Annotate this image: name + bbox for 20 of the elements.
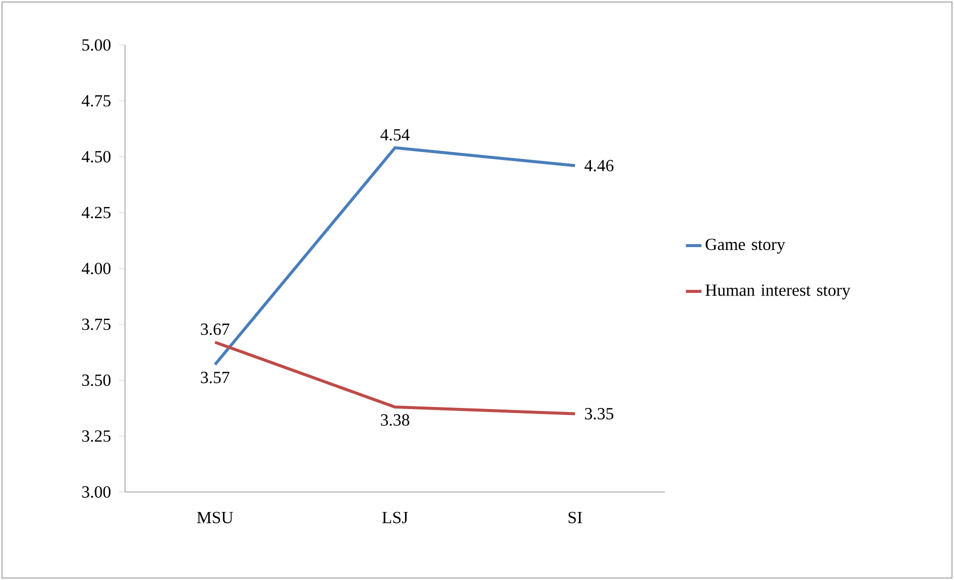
legend-label: Game story <box>706 238 786 254</box>
x-tick-label: SI <box>568 512 582 524</box>
data-label: 3.35 <box>585 408 614 420</box>
data-label: 3.57 <box>200 372 230 384</box>
y-tick-label: 4.75 <box>82 95 110 107</box>
data-label: 3.67 <box>200 324 230 336</box>
y-tick-label: 4.00 <box>82 262 111 274</box>
x-tick-label: LSJ <box>382 512 408 524</box>
y-tick-label: 3.75 <box>82 318 110 330</box>
y-tick-label: 4.50 <box>82 150 111 162</box>
x-tick-label: MSU <box>197 512 234 524</box>
y-tick-label: 3.00 <box>82 486 111 498</box>
data-label: 4.54 <box>380 129 410 141</box>
y-tick-label: 5.00 <box>82 39 111 51</box>
data-label: 3.38 <box>380 414 410 426</box>
y-tick-label: 3.50 <box>82 374 111 386</box>
data-label: 4.46 <box>584 160 614 172</box>
y-tick-label: 4.25 <box>82 206 110 218</box>
y-tick-label: 3.25 <box>82 430 110 442</box>
legend-label: Human interest story <box>705 284 850 300</box>
